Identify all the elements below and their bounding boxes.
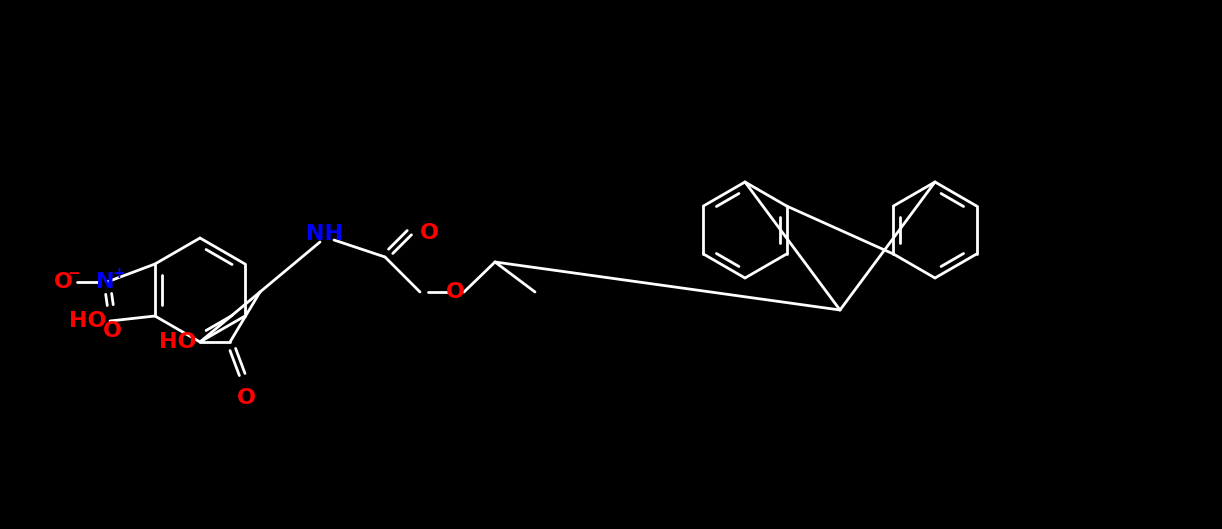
Text: −: − — [67, 266, 81, 280]
Text: HO: HO — [159, 332, 197, 352]
Text: O: O — [446, 282, 464, 302]
Text: +: + — [112, 266, 126, 280]
Text: O: O — [237, 388, 255, 408]
Text: N: N — [95, 272, 114, 292]
Text: O: O — [103, 321, 121, 341]
Text: NH: NH — [306, 224, 342, 244]
Text: O: O — [419, 223, 439, 243]
Text: O: O — [54, 272, 72, 292]
Text: HO: HO — [70, 311, 106, 331]
